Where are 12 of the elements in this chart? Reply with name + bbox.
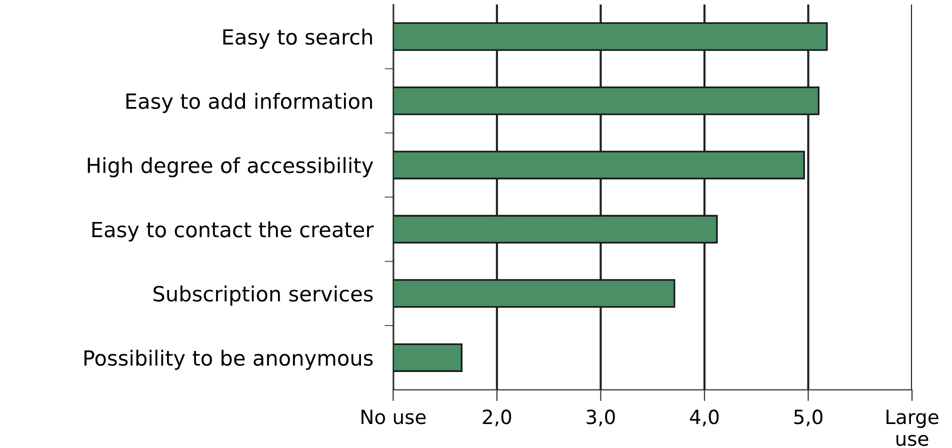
x-tick-label: 4,0 xyxy=(690,410,719,426)
x-tick-label: 5,0 xyxy=(794,410,822,426)
x-tick-label: 3,0 xyxy=(586,410,615,426)
y-tick-label: High degree of accessibility xyxy=(88,157,374,178)
x-tick-label: Large use xyxy=(886,410,938,446)
y-tick-label: Easy to add information xyxy=(126,92,372,114)
y-tick-label: Subscription services xyxy=(154,286,373,306)
x-tick-label: 2,0 xyxy=(482,410,512,426)
x-tick-label: No use xyxy=(362,410,426,424)
y-tick-label: Possibility to be anonymous xyxy=(84,350,373,370)
y-tick-label: Easy to search xyxy=(223,28,372,49)
y-tick-label: Easy to contact the creater xyxy=(92,221,374,242)
